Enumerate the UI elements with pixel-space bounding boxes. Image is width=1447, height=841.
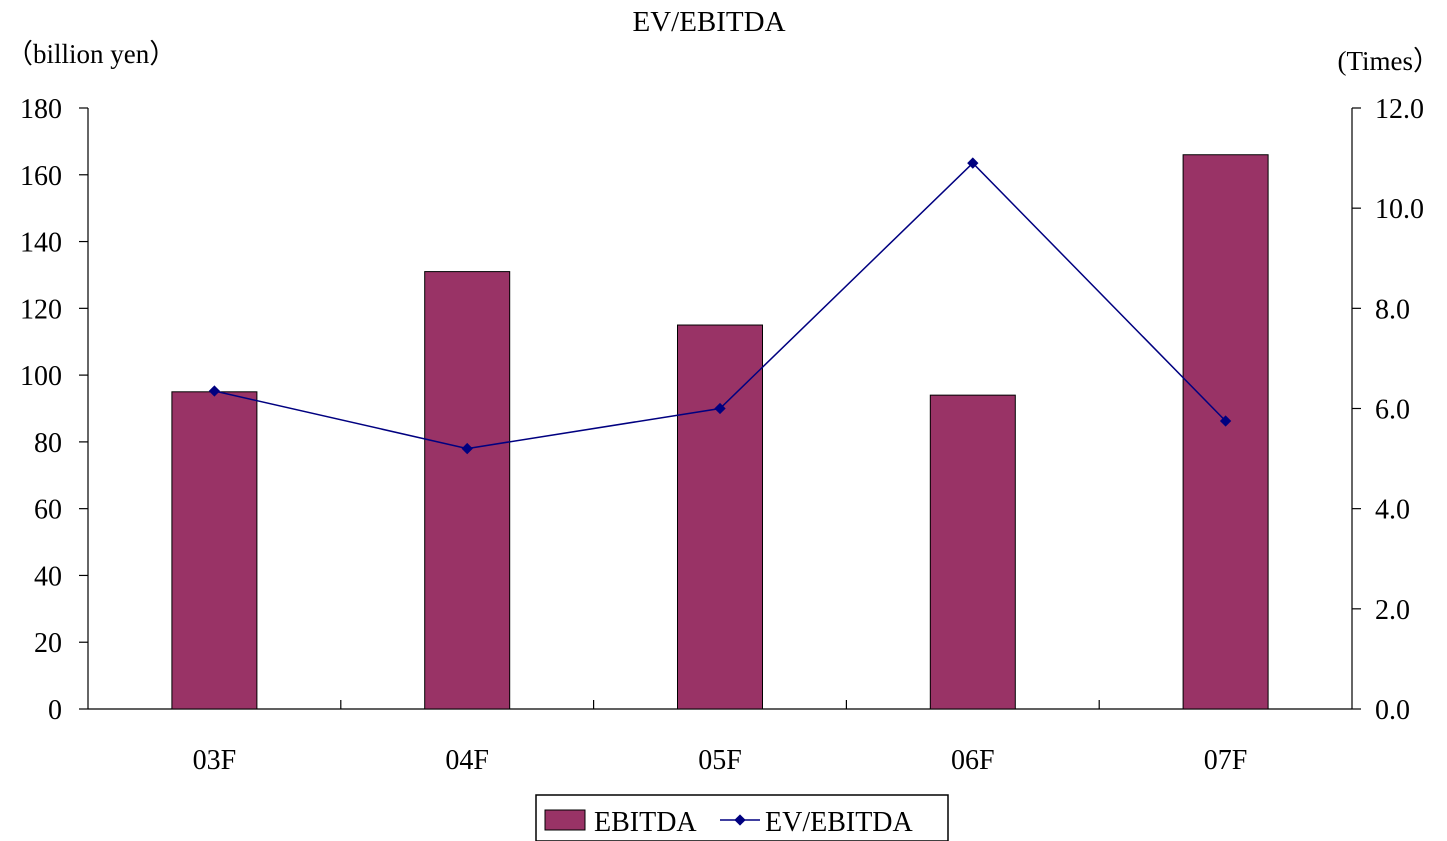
- x-axis-tick-label: 05F: [698, 745, 742, 776]
- chart-title: EV/EBITDA: [632, 6, 785, 38]
- point-ev-ebitda: [967, 157, 979, 169]
- right-axis-tick-label: 0.0: [1375, 695, 1410, 726]
- bar-ebitda: [1182, 154, 1269, 710]
- right-axis-tick-label: 6.0: [1375, 395, 1410, 426]
- left-axis-label: （billion yen）: [6, 39, 176, 69]
- left-axis-tick-label: 100: [20, 361, 62, 392]
- point-ev-ebitda: [714, 402, 726, 415]
- legend: EBITDA EV/EBITDA: [535, 794, 949, 841]
- bar-ebitda: [424, 271, 511, 710]
- left-axis-tick-label: 120: [20, 294, 62, 325]
- bar-ebitda: [171, 391, 258, 710]
- left-axis-tick-label: 60: [34, 495, 62, 526]
- legend-marker-ev-ebitda: [734, 814, 746, 826]
- right-axis-tick-label: 8.0: [1375, 294, 1410, 325]
- legend-label-ev-ebitda: EV/EBITDA: [765, 807, 914, 838]
- legend-swatch-ebitda: [544, 809, 586, 831]
- x-axis-tick-label: 04F: [445, 745, 489, 776]
- left-axis-tick-label: 140: [20, 228, 62, 259]
- right-axis-tick-label: 2.0: [1375, 595, 1410, 626]
- bar-ebitda: [677, 324, 763, 710]
- left-axis-tick-label: 160: [20, 161, 62, 192]
- left-axis-tick-label: 180: [20, 94, 62, 125]
- right-axis-label: (Times）: [1337, 46, 1440, 76]
- left-axis-tick-label: 20: [34, 628, 62, 659]
- right-axis-tick-label: 10.0: [1375, 194, 1424, 225]
- plot-area: 0 20 40 60 80 100 120 140 160 180 0.0 2.0 4.0 6.0 8.0 1…: [20, 94, 1424, 776]
- point-ev-ebitda: [461, 442, 473, 455]
- right-axis-tick-label: 12.0: [1375, 94, 1424, 125]
- left-axis-tick-label: 40: [34, 561, 62, 592]
- point-ev-ebitda: [208, 385, 221, 397]
- x-axis-tick-label: 06F: [951, 745, 995, 776]
- bar-ebitda: [929, 394, 1016, 710]
- point-ev-ebitda: [1219, 415, 1232, 427]
- legend-label-ebitda: EBITDA: [594, 807, 697, 838]
- left-axis-tick-label: 0: [48, 695, 62, 726]
- x-axis-tick-label: 03F: [193, 745, 237, 776]
- right-axis-tick-label: 4.0: [1375, 495, 1410, 526]
- x-axis-tick-label: 07F: [1204, 745, 1248, 776]
- left-axis-tick-label: 80: [34, 428, 62, 459]
